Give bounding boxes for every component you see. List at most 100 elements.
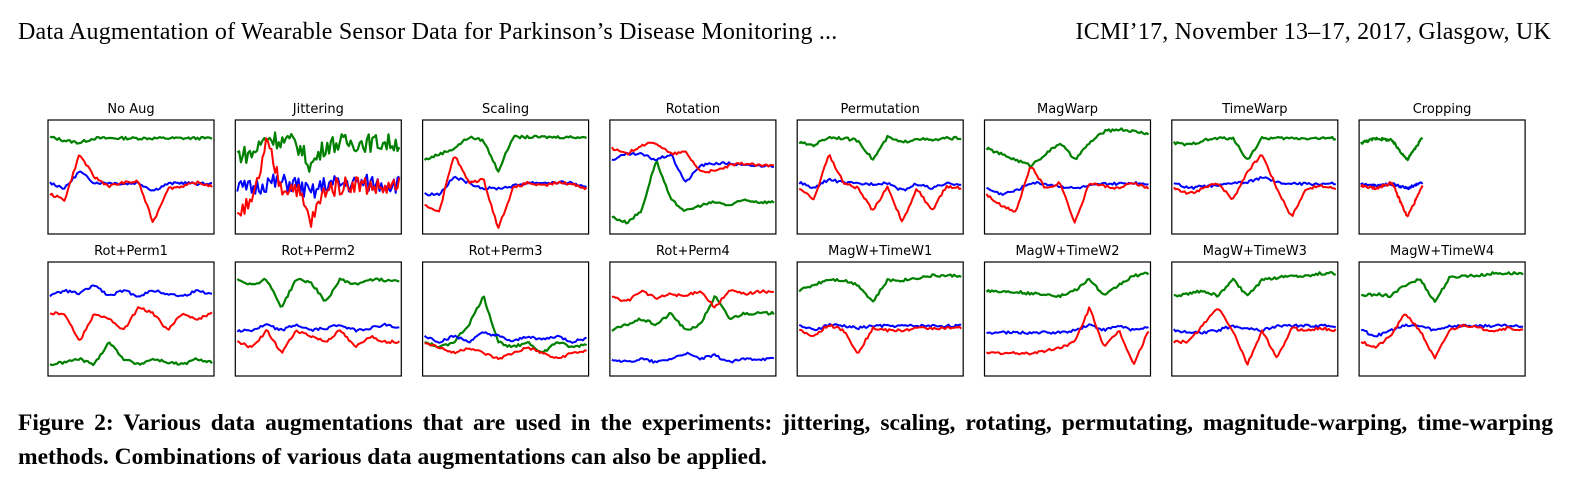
running-header: Data Augmentation of Wearable Sensor Dat…: [18, 14, 1551, 50]
series-line-red: [424, 156, 588, 229]
series-line-blue: [798, 322, 962, 332]
series-line-red: [424, 342, 587, 361]
series-line-blue: [236, 173, 400, 199]
series-line-blue: [423, 331, 587, 344]
panel-frame: [1358, 261, 1526, 377]
series-line-blue: [986, 181, 1149, 196]
plot-panel: Rot+Perm4: [609, 244, 777, 377]
series-line-blue: [1360, 323, 1524, 338]
series-line-green: [985, 271, 1150, 299]
panel-frame: [234, 261, 402, 377]
panel-title: Permutation: [841, 102, 920, 117]
series-line-blue: [424, 175, 587, 197]
panel-title: Jittering: [292, 102, 344, 117]
panel-frame: [983, 261, 1152, 377]
panel-title: Rot+Perm3: [469, 244, 543, 259]
series-line-green: [236, 277, 400, 308]
plot-panel: MagWarp: [983, 102, 1152, 235]
series-line-red: [1360, 181, 1424, 218]
panel-title: MagW+TimeW2: [1015, 244, 1119, 259]
panel-title: Rot+Perm2: [281, 244, 355, 259]
plot-panel: MagW+TimeW1: [796, 244, 964, 377]
series-line-green: [1360, 271, 1524, 303]
series-line-green: [49, 341, 213, 367]
figure-panel-grid: No Aug Jittering Scaling Rotation Permutatio…: [47, 102, 1526, 377]
panel-frame: [422, 119, 590, 235]
plot-panel: Rot+Perm3: [422, 244, 590, 377]
series-line-red: [1173, 308, 1337, 366]
panel-title: Cropping: [1413, 102, 1472, 117]
header-paper-title: Data Augmentation of Wearable Sensor Dat…: [18, 18, 838, 45]
panel-frame: [47, 119, 215, 235]
series-line-red: [985, 166, 1150, 224]
plot-panel: Scaling: [422, 102, 590, 235]
series-line-red: [49, 154, 213, 223]
panel-title: Rot+Perm4: [656, 244, 730, 259]
plot-panel: No Aug: [47, 102, 215, 235]
plot-panel: TimeWarp: [1171, 102, 1339, 235]
series-line-red: [1173, 154, 1337, 217]
series-line-red: [236, 329, 400, 354]
panel-title: TimeWarp: [1221, 102, 1287, 117]
series-line-red: [1360, 313, 1524, 360]
series-line-green: [1360, 136, 1424, 162]
plot-panel: MagW+TimeW3: [1171, 244, 1339, 377]
panel-frame: [796, 119, 964, 235]
series-line-green: [1172, 135, 1337, 160]
plot-panel: MagW+TimeW4: [1358, 244, 1526, 377]
series-line-red: [49, 306, 213, 341]
plot-panel: MagW+TimeW2: [983, 244, 1152, 377]
series-line-blue: [49, 284, 213, 298]
series-line-blue: [236, 322, 400, 333]
series-line-green: [611, 160, 775, 225]
series-line-blue: [986, 323, 1149, 335]
series-line-red: [611, 289, 775, 309]
series-line-blue: [798, 177, 962, 192]
series-line-blue: [611, 151, 775, 183]
series-line-red: [236, 137, 401, 228]
series-line-green: [985, 127, 1150, 168]
series-line-green: [424, 295, 588, 354]
plot-panel: Cropping: [1358, 102, 1526, 235]
panel-frame: [983, 119, 1152, 235]
series-line-red: [798, 323, 962, 354]
series-line-red: [611, 141, 775, 174]
panel-frame: [47, 261, 215, 377]
series-line-red: [985, 306, 1150, 365]
panel-frame: [1358, 119, 1526, 235]
header-venue: ICMI’17, November 13–17, 2017, Glasgow, …: [1075, 18, 1551, 45]
series-line-blue: [1173, 323, 1336, 335]
panel-title: Rotation: [666, 102, 720, 117]
series-line-blue: [49, 170, 213, 192]
plot-panel: Permutation: [796, 102, 964, 235]
series-line-green: [798, 273, 962, 303]
plot-panel: Rot+Perm2: [234, 244, 402, 377]
panel-title: MagW+TimeW1: [828, 244, 932, 259]
panel-frame: [422, 261, 590, 377]
series-line-green: [236, 131, 401, 173]
panel-title: Scaling: [482, 102, 529, 117]
panel-title: MagW+TimeW4: [1390, 244, 1494, 259]
panel-frame: [1171, 119, 1339, 235]
plot-panel: Jittering: [234, 102, 402, 235]
panel-frame: [1171, 261, 1339, 377]
panel-title: MagW+TimeW3: [1203, 244, 1307, 259]
series-line-green: [49, 135, 213, 145]
panel-frame: [609, 119, 777, 235]
series-line-green: [611, 295, 775, 332]
panel-frame: [796, 261, 964, 377]
series-line-blue: [1173, 176, 1336, 190]
panel-title: Rot+Perm1: [94, 244, 168, 259]
panel-frame: [234, 119, 402, 235]
figure-caption: Figure 2: Various data augmentations tha…: [18, 410, 1553, 470]
panel-frame: [609, 261, 777, 377]
plot-panel: Rot+Perm1: [47, 244, 215, 377]
series-line-green: [1173, 271, 1337, 298]
series-line-red: [798, 154, 962, 223]
series-line-blue: [611, 351, 774, 364]
series-line-green: [423, 134, 587, 173]
panel-title: No Aug: [107, 102, 154, 117]
plot-panel: Rotation: [609, 102, 777, 235]
panel-title: MagWarp: [1037, 102, 1098, 117]
series-line-green: [798, 134, 962, 161]
